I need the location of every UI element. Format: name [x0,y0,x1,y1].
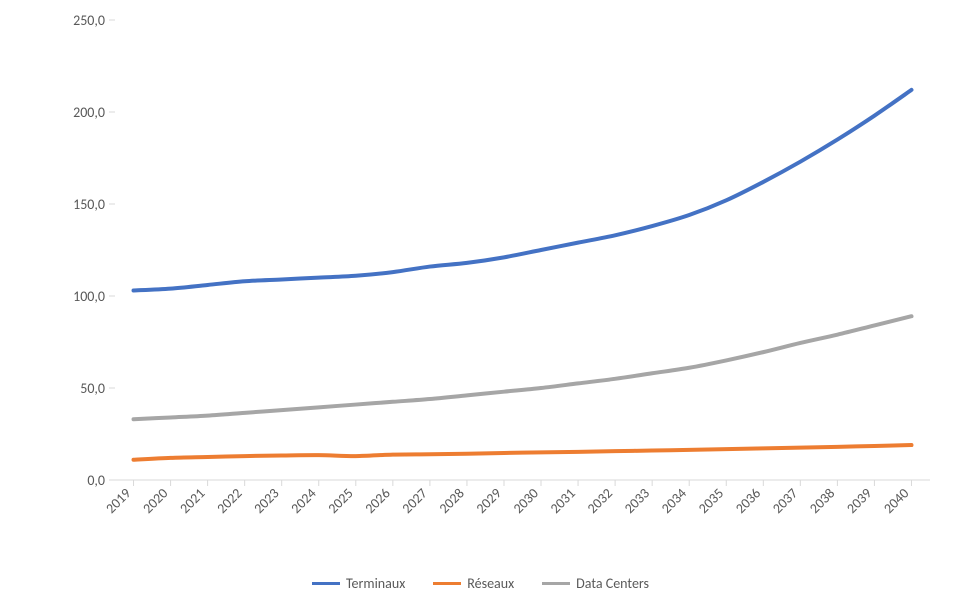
legend-label: Réseaux [467,575,514,592]
legend-item: Terminaux [312,575,405,592]
legend-swatch [433,582,461,585]
legend-item: Data Centers [542,575,649,592]
chart-svg: 0,050,0100,0150,0200,0250,02019202020212… [0,0,961,600]
legend-item: Réseaux [433,575,514,592]
y-tick-label: 100,0 [73,288,105,305]
series-réseaux [134,445,912,460]
y-tick-label: 0,0 [87,472,105,489]
y-tick-label: 250,0 [73,12,105,29]
y-tick-label: 200,0 [73,104,105,121]
series-terminaux [134,90,912,291]
x-tick-label: 2033 [621,485,653,517]
legend-label: Data Centers [576,575,649,592]
x-tick-label: 2032 [584,485,616,517]
x-tick-label: 2028 [436,485,468,517]
x-tick-label: 2031 [547,485,579,517]
legend-swatch [542,582,570,585]
x-tick-label: 2040 [880,485,912,517]
x-tick-label: 2029 [473,485,505,517]
x-tick-label: 2034 [658,485,690,517]
x-tick-label: 2020 [139,485,171,517]
series-data-centers [134,316,912,419]
x-tick-label: 2024 [287,485,319,517]
x-tick-label: 2037 [769,485,801,517]
x-tick-label: 2036 [732,485,764,517]
x-tick-label: 2021 [176,485,208,517]
legend-label: Terminaux [346,575,405,592]
x-tick-label: 2022 [213,485,245,517]
line-chart: 0,050,0100,0150,0200,0250,02019202020212… [0,0,961,600]
x-tick-label: 2035 [695,485,727,517]
x-tick-label: 2023 [250,485,282,517]
x-tick-label: 2030 [510,485,542,517]
y-tick-label: 150,0 [73,196,105,213]
x-tick-label: 2038 [806,485,838,517]
chart-legend: Terminaux Réseaux Data Centers [0,575,961,592]
x-tick-label: 2026 [362,485,394,517]
y-tick-label: 50,0 [80,380,105,397]
x-tick-label: 2019 [102,485,134,517]
legend-swatch [312,582,340,585]
x-tick-label: 2039 [843,485,875,517]
x-tick-label: 2027 [399,485,431,517]
x-tick-label: 2025 [325,485,357,517]
